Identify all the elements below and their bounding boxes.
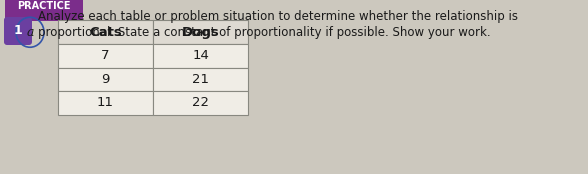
Bar — [58, 91, 153, 114]
Text: Dogs: Dogs — [182, 26, 219, 39]
Text: 7: 7 — [101, 49, 110, 62]
Text: Cats: Cats — [89, 26, 122, 39]
Bar — [153, 44, 248, 68]
FancyBboxPatch shape — [5, 0, 83, 21]
Bar — [58, 68, 153, 91]
Text: PRACTICE: PRACTICE — [17, 1, 71, 11]
Bar — [58, 44, 153, 68]
Text: a: a — [26, 26, 34, 39]
Bar — [58, 21, 153, 44]
Bar — [153, 91, 248, 114]
Text: 1: 1 — [14, 25, 22, 38]
Text: 11: 11 — [97, 96, 114, 109]
Text: proportional. State a constant of proportionality if possible. Show your work.: proportional. State a constant of propor… — [38, 26, 490, 39]
Bar — [153, 68, 248, 91]
Text: Analyze each table or problem situation to determine whether the relationship is: Analyze each table or problem situation … — [38, 10, 518, 23]
Text: 14: 14 — [192, 49, 209, 62]
Text: 22: 22 — [192, 96, 209, 109]
Bar — [153, 21, 248, 44]
Text: 9: 9 — [101, 73, 110, 86]
Text: 21: 21 — [192, 73, 209, 86]
FancyBboxPatch shape — [4, 17, 32, 45]
